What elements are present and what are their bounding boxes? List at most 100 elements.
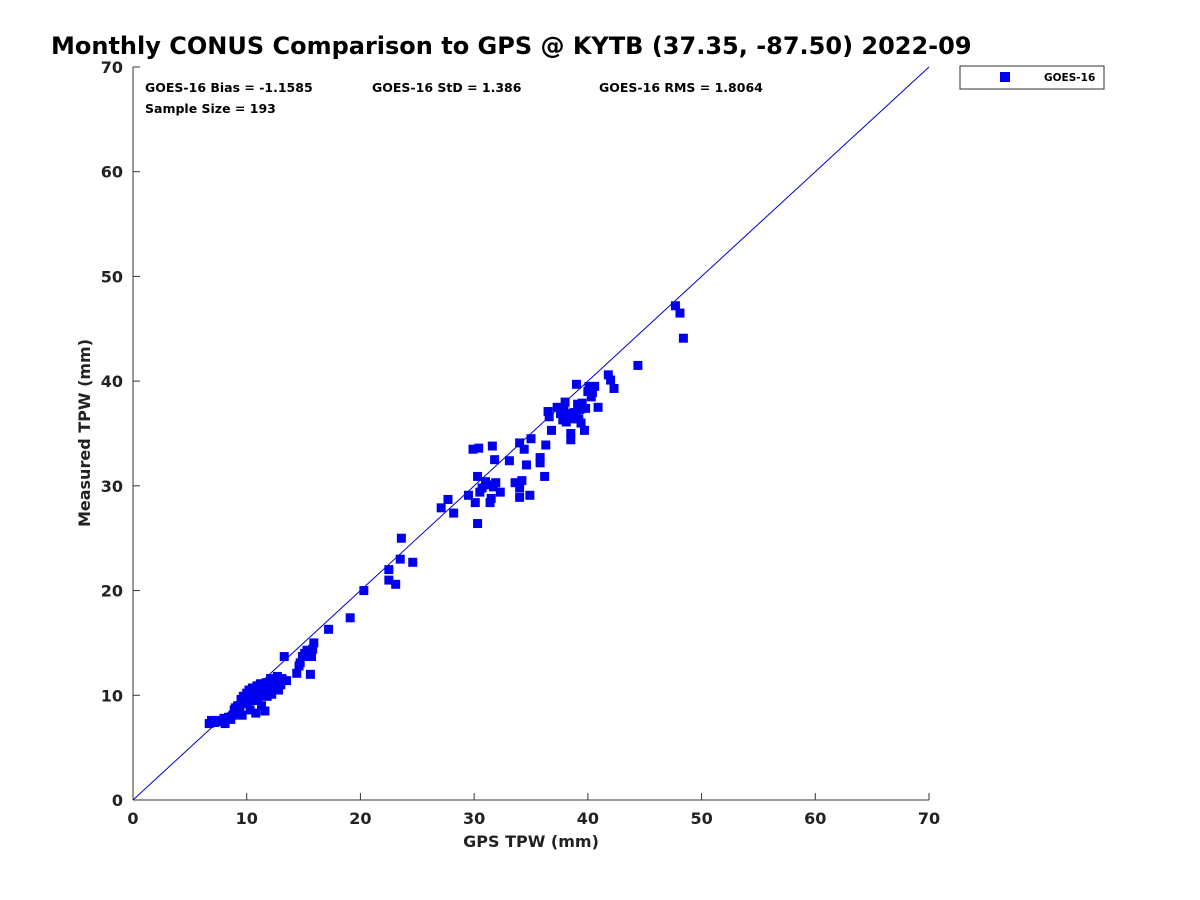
x-tick-label: 0: [127, 809, 138, 828]
data-point: [253, 682, 263, 692]
data-point: [276, 680, 286, 690]
data-point: [243, 699, 253, 709]
plot-area: 0 10 20 30 40 50 60 70 0 10 20 30 40 50 60 70: [101, 58, 940, 828]
y-tick-label: 10: [101, 686, 123, 705]
data-point: [573, 399, 583, 409]
data-point: [515, 483, 525, 493]
data-point: [258, 690, 268, 700]
data-point: [345, 613, 355, 623]
data-point: [277, 674, 287, 684]
data-point: [463, 490, 473, 500]
y-tick-label: 50: [101, 267, 123, 286]
data-point: [436, 503, 446, 513]
y-tick-label: 0: [112, 791, 123, 810]
data-point: [546, 425, 556, 435]
data-point: [540, 471, 550, 481]
data-point: [263, 682, 273, 692]
data-point: [515, 492, 525, 502]
data-point: [324, 624, 334, 634]
data-point: [603, 370, 613, 380]
y-axis-label: Measured TPW (mm): [75, 339, 94, 527]
data-point: [282, 676, 292, 686]
data-point: [519, 444, 529, 454]
data-point: [577, 398, 587, 408]
data-point: [483, 480, 493, 490]
data-point: [495, 487, 505, 497]
x-tick-label: 50: [690, 809, 712, 828]
y-axis-ticks: 0 10 20 30 40 50 60 70: [101, 58, 140, 810]
data-point: [541, 440, 551, 450]
data-point: [272, 671, 282, 681]
data-point: [584, 381, 594, 391]
data-point: [443, 494, 453, 504]
data-point: [552, 402, 562, 412]
data-point: [292, 668, 302, 678]
rms-stat: GOES-16 RMS = 1.8064: [599, 80, 763, 95]
legend-marker-goes16: [1000, 72, 1010, 82]
y-tick-label: 40: [101, 372, 123, 391]
data-point: [231, 708, 241, 718]
x-tick-label: 70: [918, 809, 940, 828]
data-point: [267, 689, 277, 699]
data-point: [477, 483, 487, 493]
data-point: [559, 404, 569, 414]
data-point: [245, 705, 255, 715]
x-tick-label: 40: [577, 809, 599, 828]
data-point: [587, 388, 597, 398]
data-point: [510, 478, 520, 488]
data-point: [567, 414, 577, 424]
data-point: [239, 693, 249, 703]
x-tick-label: 60: [804, 809, 826, 828]
data-point: [473, 471, 483, 481]
data-point: [253, 693, 263, 703]
data-point: [395, 554, 405, 564]
data-point: [490, 455, 500, 465]
data-point: [487, 441, 497, 451]
data-point: [670, 301, 680, 311]
legend: GOES-16: [959, 65, 1105, 90]
data-point: [535, 453, 545, 463]
data-point: [535, 458, 545, 468]
x-tick-label: 30: [463, 809, 485, 828]
data-point: [473, 519, 483, 529]
data-point: [606, 375, 616, 385]
data-point: [384, 565, 394, 575]
data-point: [515, 438, 525, 448]
data-point: [517, 476, 527, 486]
x-tick-label: 10: [236, 809, 258, 828]
bias-stat: GOES-16 Bias = -1.1585: [145, 80, 313, 95]
one-to-one-reference-line: [132, 66, 930, 801]
data-point: [384, 575, 394, 585]
data-point: [237, 710, 247, 720]
legend-box: [959, 65, 1105, 90]
data-point: [561, 417, 571, 427]
std-stat: GOES-16 StD = 1.386: [372, 80, 522, 95]
x-axis-label: GPS TPW (mm): [463, 832, 599, 851]
data-point: [571, 379, 581, 389]
data-point: [271, 679, 281, 689]
data-point: [408, 557, 418, 567]
data-point: [359, 586, 369, 596]
y-tick-label: 70: [101, 58, 123, 77]
data-point: [566, 429, 576, 438]
data-point: [305, 669, 315, 679]
data-point: [260, 706, 270, 716]
data-point: [308, 644, 318, 654]
data-point: [244, 691, 254, 701]
data-point: [675, 308, 685, 318]
data-point: [219, 713, 229, 723]
data-point: [560, 397, 570, 407]
data-point: [235, 703, 245, 713]
data-point: [274, 685, 284, 695]
data-point: [470, 498, 480, 508]
data-point: [249, 689, 259, 699]
data-point: [526, 434, 536, 444]
data-point: [564, 409, 574, 419]
data-point: [279, 652, 289, 662]
data-point: [678, 333, 688, 343]
y-tick-label: 30: [101, 477, 123, 496]
data-point: [590, 381, 600, 391]
data-point: [220, 719, 230, 729]
data-point: [525, 490, 535, 500]
data-point: [302, 645, 312, 655]
